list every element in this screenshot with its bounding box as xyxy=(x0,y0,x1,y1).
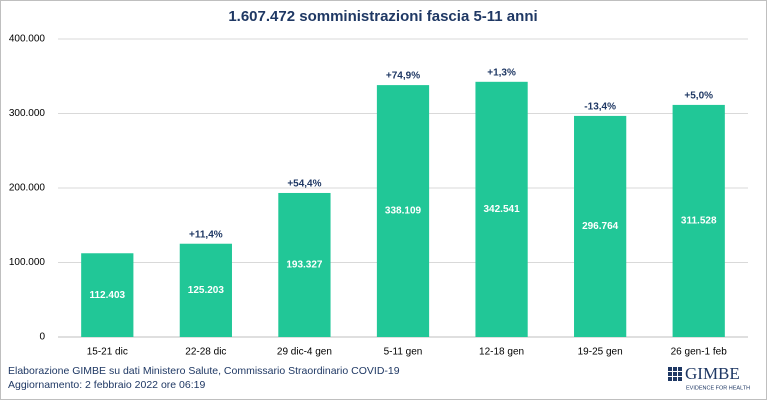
bar xyxy=(672,104,725,337)
bar xyxy=(81,253,134,337)
value-label: 311.528 xyxy=(681,216,717,227)
value-label: 112.403 xyxy=(89,290,125,301)
x-tick-label: 5-11 gen xyxy=(384,347,423,358)
value-label: 338.109 xyxy=(385,206,422,217)
x-tick-label: 29 dic-4 gen xyxy=(277,347,332,358)
change-label: +54,4% xyxy=(287,179,321,190)
y-tick-label: 0 xyxy=(39,332,45,343)
y-tick-label: 300.000 xyxy=(9,108,46,119)
change-label: +5,0% xyxy=(684,91,713,102)
x-tick-label: 26 gen-1 feb xyxy=(671,347,728,358)
value-label: 296.764 xyxy=(582,221,619,232)
source-note: Elaborazione GIMBE su dati Ministero Sal… xyxy=(8,365,400,377)
update-note: Aggiornamento: 2 febbraio 2022 ore 06:19 xyxy=(8,379,205,391)
value-label: 125.203 xyxy=(188,285,225,296)
logo-tagline: EVIDENCE FOR HEALTH xyxy=(686,385,750,391)
change-label: -13,4% xyxy=(584,102,616,113)
x-tick-label: 15-21 dic xyxy=(87,347,128,358)
change-label: +74,9% xyxy=(386,71,420,82)
x-tick-label: 19-25 gen xyxy=(578,347,623,358)
y-tick-label: 200.000 xyxy=(9,183,46,194)
change-label: +11,4% xyxy=(189,229,223,240)
x-tick-label: 22-28 dic xyxy=(185,347,226,358)
change-label: +1,3% xyxy=(487,67,516,78)
bar xyxy=(574,115,627,337)
y-tick-label: 400.000 xyxy=(9,34,46,45)
chart-title: 1.607.472 somministrazioni fascia 5-11 a… xyxy=(228,8,537,25)
logo-icon xyxy=(668,367,682,381)
bar xyxy=(376,85,430,337)
bar xyxy=(278,192,331,337)
x-tick-label: 12-18 gen xyxy=(479,347,524,358)
bar xyxy=(179,243,232,337)
value-label: 342.541 xyxy=(483,204,520,215)
value-label: 193.327 xyxy=(286,260,323,271)
logo-text: GIMBE xyxy=(685,364,740,383)
bar xyxy=(475,81,528,338)
y-tick-label: 100.000 xyxy=(9,257,46,268)
